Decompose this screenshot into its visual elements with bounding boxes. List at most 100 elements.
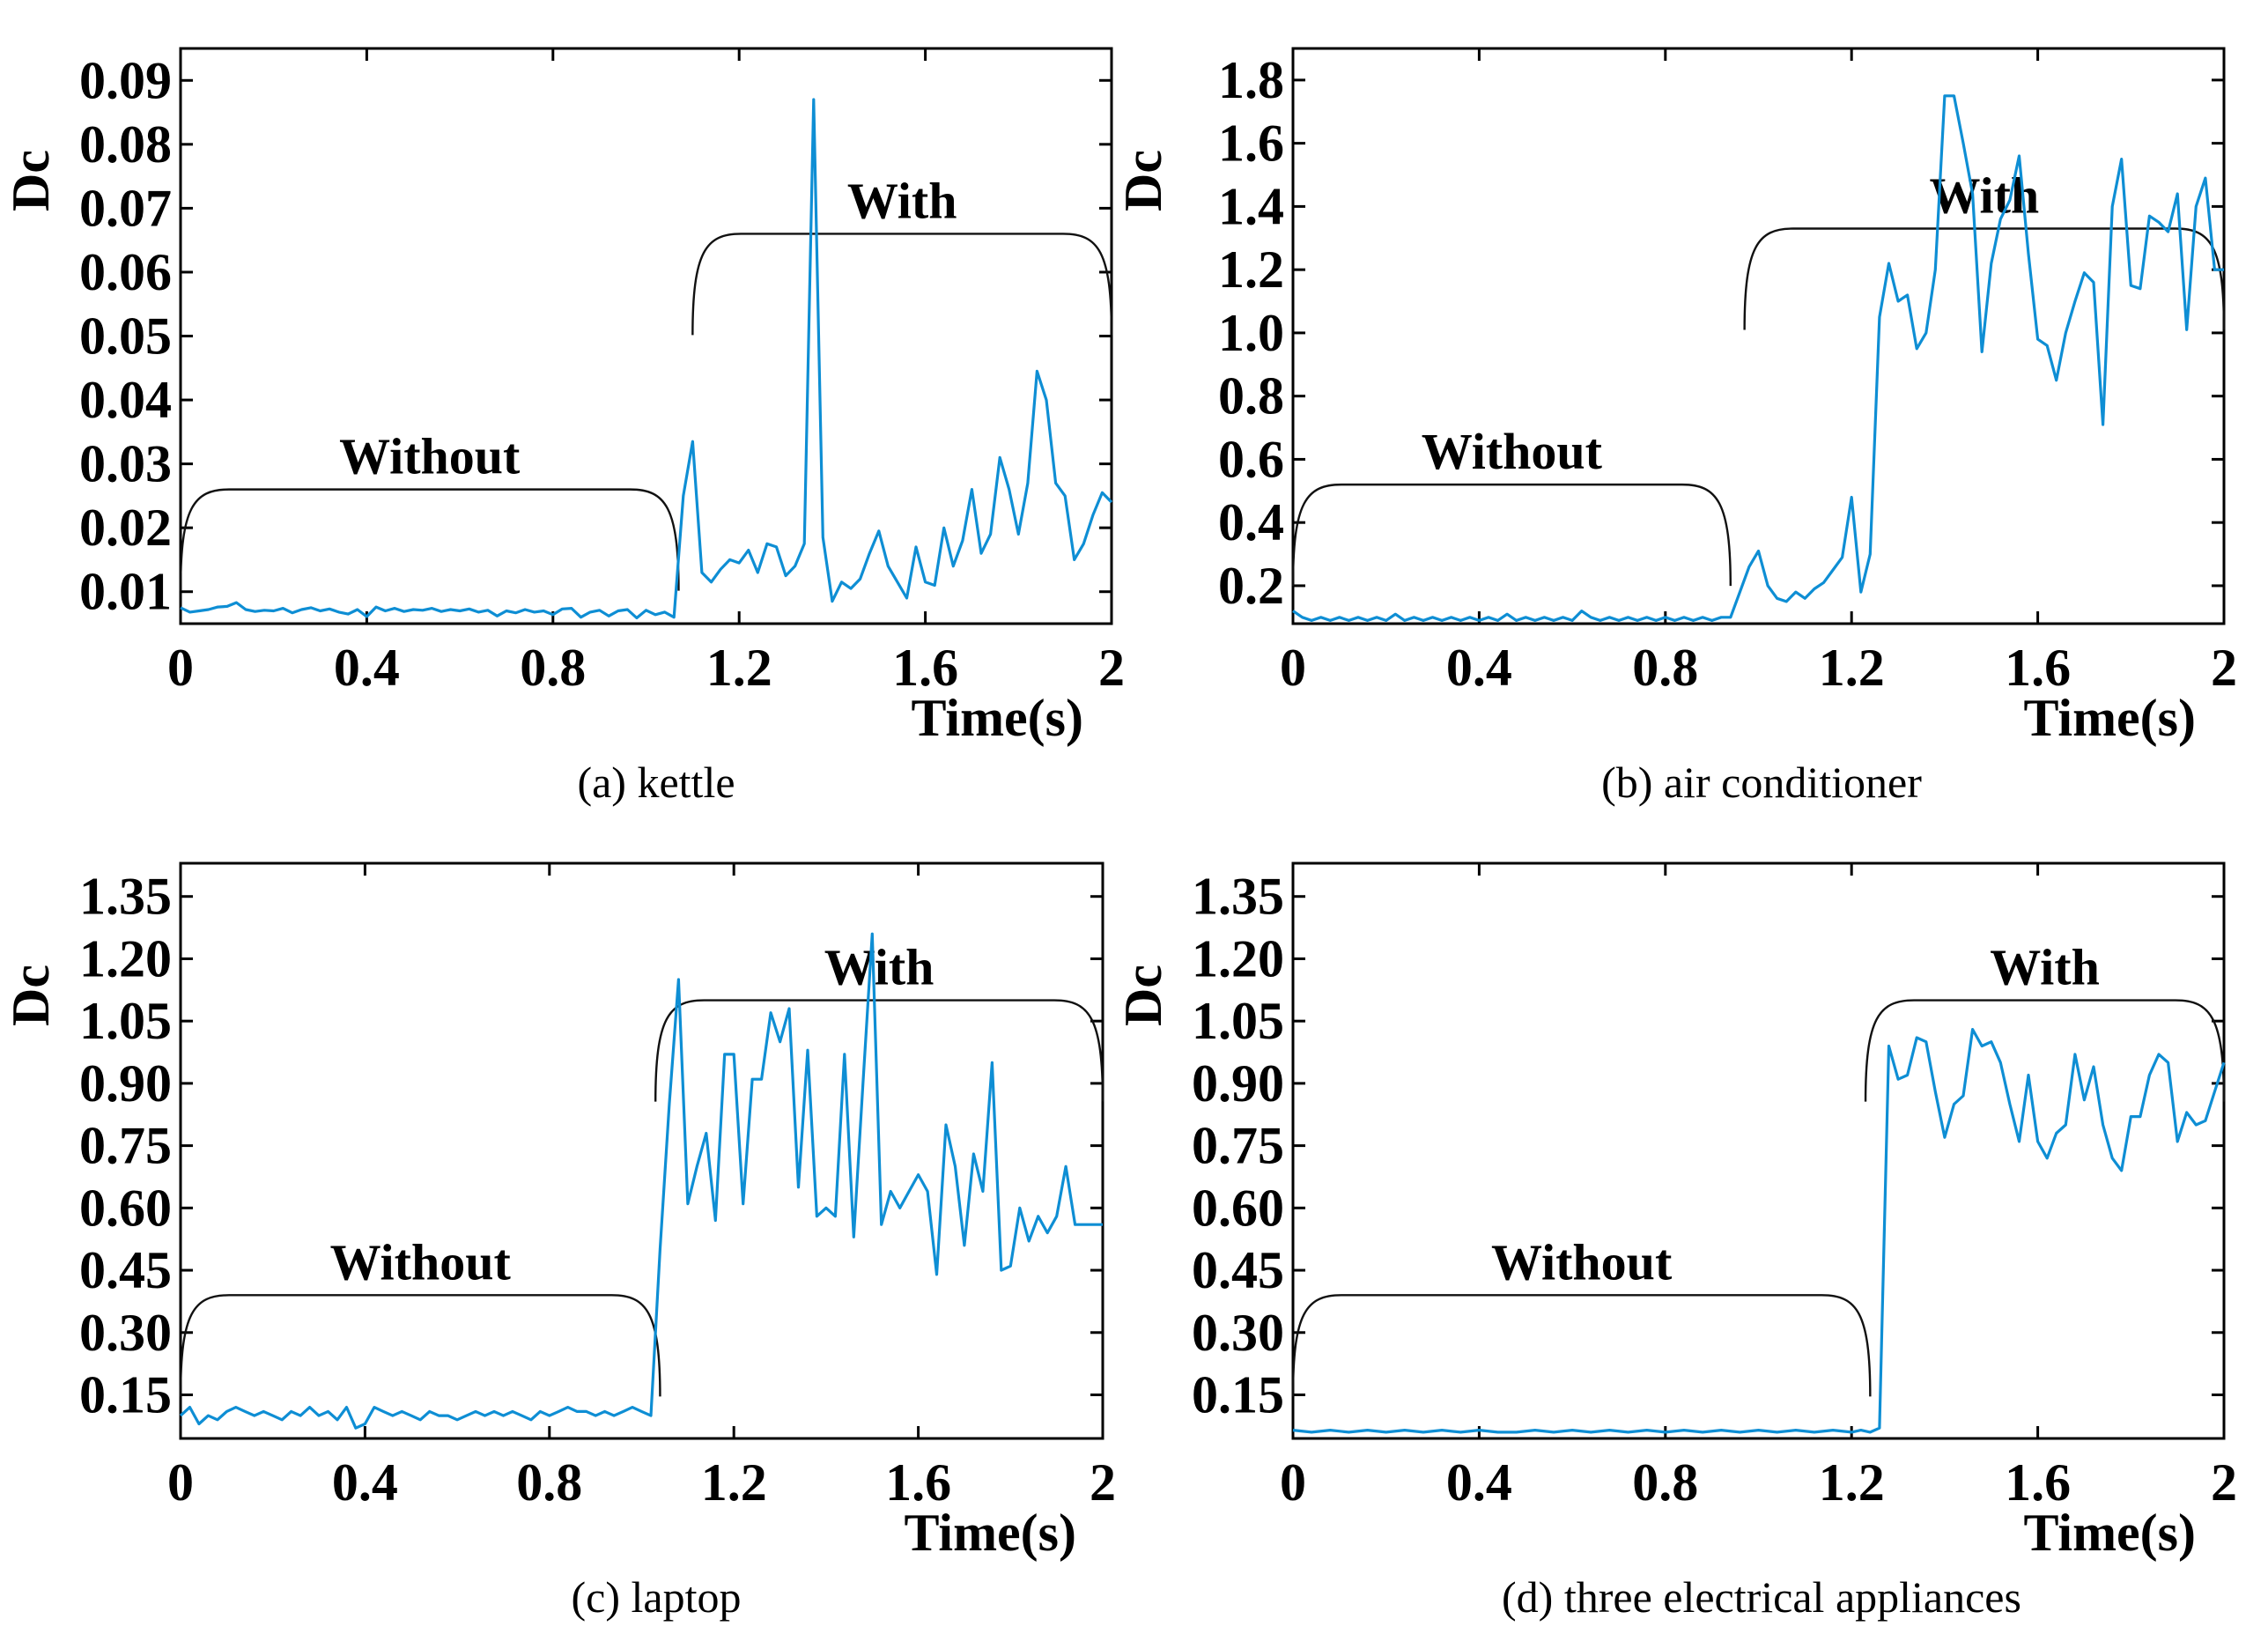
x-tick-label: 0.8 xyxy=(1632,639,1698,697)
tick-marks xyxy=(179,863,1104,1438)
y-tick-label: 0.02 xyxy=(79,499,172,557)
y-tick-label: 0.4 xyxy=(1218,493,1284,551)
caption: (c) laptop xyxy=(572,1572,742,1622)
y-tick-label: 0.04 xyxy=(79,371,172,429)
annotation-bracket xyxy=(179,1294,661,1397)
y-axis-label: Dc xyxy=(2,150,60,211)
x-axis-label: Time(s) xyxy=(2023,1504,2196,1562)
x-tick-label: 1.2 xyxy=(1819,639,1885,697)
y-tick-label: 0.2 xyxy=(1218,557,1284,615)
y-tick-label: 0.30 xyxy=(79,1304,172,1362)
dc-series-line xyxy=(1292,94,2224,623)
annotation-label: Without xyxy=(1491,1233,1673,1290)
y-axis-label: Dc xyxy=(2,965,60,1026)
y-tick-label: 0.60 xyxy=(1192,1179,1284,1237)
annotation-bracket xyxy=(1743,227,2226,330)
x-axis-label: Time(s) xyxy=(2023,689,2196,747)
y-tick-label: 0.05 xyxy=(79,307,172,366)
y-tick-label: 1.20 xyxy=(79,929,172,987)
y-tick-label: 0.06 xyxy=(79,243,172,301)
tick-marks xyxy=(179,48,1113,624)
x-tick-label: 2 xyxy=(2211,1453,2237,1512)
x-tick-label: 0.4 xyxy=(1446,1453,1512,1512)
x-tick-label: 2 xyxy=(1098,639,1125,697)
y-tick-label: 0.09 xyxy=(79,51,172,109)
x-tick-labels: 0 0.4 0.8 1.2 1.6 2 xyxy=(167,1453,1116,1512)
dc-series-line xyxy=(180,98,1113,620)
y-tick-label: 0.90 xyxy=(1192,1054,1284,1113)
annotation-bracket xyxy=(1291,483,1732,587)
tick-marks xyxy=(1291,48,2226,624)
x-tick-label: 0 xyxy=(1280,1453,1306,1512)
y-tick-label: 0.8 xyxy=(1218,367,1284,425)
x-tick-labels: 0 0.4 0.8 1.2 1.6 2 xyxy=(1280,639,2237,697)
annotation-bracket xyxy=(1864,999,2226,1102)
x-tick-label: 0.8 xyxy=(1632,1453,1698,1512)
y-tick-label: 0.45 xyxy=(79,1241,172,1299)
plot-frame xyxy=(179,861,1104,1440)
y-tick-label: 1.20 xyxy=(1192,929,1284,987)
caption: (a) kettle xyxy=(577,758,735,807)
x-tick-label: 1.2 xyxy=(701,1453,767,1512)
x-tick-label: 1.2 xyxy=(706,639,772,697)
y-tick-label: 0.90 xyxy=(79,1054,172,1113)
y-tick-label: 0.75 xyxy=(79,1117,172,1175)
y-tick-label: 1.35 xyxy=(1192,868,1284,926)
x-tick-label: 1.6 xyxy=(2005,1453,2071,1512)
y-axis-label: Dc xyxy=(1114,150,1172,211)
annotation-label: With xyxy=(824,939,935,996)
caption: (b) air conditioner xyxy=(1601,758,1922,807)
annotation-bracket xyxy=(654,999,1104,1102)
plot-frame xyxy=(179,47,1113,625)
y-tick-label: 0.75 xyxy=(1192,1117,1284,1175)
x-tick-label: 1.6 xyxy=(2005,639,2071,697)
dc-series-line xyxy=(1292,1027,2226,1434)
plot-frame xyxy=(1291,47,2226,625)
annotation-bracket xyxy=(1291,1294,1872,1397)
y-tick-label: 1.8 xyxy=(1218,51,1284,109)
y-tick-label: 0.15 xyxy=(1192,1365,1284,1423)
y-tick-labels: 0.150.300.450.600.750.901.051.201.35 xyxy=(1192,868,1284,1424)
annotation-brackets: Without With xyxy=(179,939,1104,1397)
y-tick-label: 0.45 xyxy=(1192,1241,1284,1299)
x-tick-label: 1.6 xyxy=(885,1453,951,1512)
y-tick-label: 0.03 xyxy=(79,435,172,493)
x-axis-label: Time(s) xyxy=(904,1504,1076,1562)
plot-frame xyxy=(1291,861,2226,1440)
x-tick-label: 0.4 xyxy=(1446,639,1512,697)
annotation-label: With xyxy=(847,172,957,229)
y-tick-label: 0.08 xyxy=(79,115,172,174)
y-tick-labels: 0.150.300.450.600.750.901.051.201.35 xyxy=(79,868,172,1424)
y-tick-label: 1.0 xyxy=(1218,304,1284,362)
annotation-bracket xyxy=(691,233,1113,336)
x-tick-label: 0.4 xyxy=(334,639,400,697)
annotation-label: Without xyxy=(339,428,521,485)
annotation-brackets: Without With xyxy=(179,172,1113,591)
y-tick-label: 0.15 xyxy=(79,1365,172,1423)
x-tick-label: 1.2 xyxy=(1819,1453,1885,1512)
y-tick-label: 1.4 xyxy=(1218,177,1284,235)
y-tick-labels: 0.01 0.02 0.03 0.040.05 0.06 0.070.08 0.09 xyxy=(79,51,172,620)
dc-series-line xyxy=(179,932,1103,1430)
x-tick-label: 0.4 xyxy=(332,1453,398,1512)
x-tick-label: 0 xyxy=(167,639,194,697)
x-tick-label: 1.6 xyxy=(892,639,958,697)
annotation-label: Without xyxy=(330,1233,512,1290)
x-tick-label: 0.8 xyxy=(520,639,586,697)
y-axis-label: Dc xyxy=(1114,965,1172,1026)
y-tick-label: 0.60 xyxy=(79,1179,172,1237)
x-tick-label: 2 xyxy=(2211,639,2237,697)
x-tick-label: 0.8 xyxy=(516,1453,582,1512)
x-tick-label: 2 xyxy=(1090,1453,1116,1512)
annotation-brackets: Without With xyxy=(1291,939,2226,1397)
x-tick-labels: 0 0.4 0.8 1.2 1.6 2 xyxy=(167,639,1125,697)
x-axis-label: Time(s) xyxy=(911,689,1083,747)
panel-d-three-appliances: 0.150.300.450.600.750.901.051.201.35 0 0.… xyxy=(1114,861,2237,1622)
y-tick-label: 1.05 xyxy=(79,992,172,1050)
x-tick-labels: 0 0.4 0.8 1.2 1.6 2 xyxy=(1280,1453,2237,1512)
annotation-label: With xyxy=(1990,939,2100,996)
caption: (d) three electrical appliances xyxy=(1502,1572,2021,1622)
y-tick-label: 0.01 xyxy=(79,563,172,621)
